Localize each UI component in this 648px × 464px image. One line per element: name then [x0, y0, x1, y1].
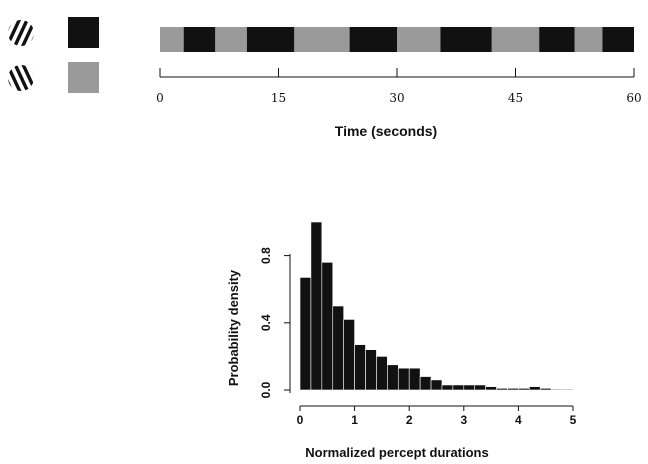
timeline-segment-gray: [160, 27, 184, 52]
histogram-bar: [529, 386, 541, 391]
histogram-bar: [397, 367, 410, 391]
histogram-bar: [321, 262, 334, 391]
histogram-x-tick-label: 0: [297, 413, 304, 427]
histogram-bar: [485, 386, 497, 391]
histogram-bar: [419, 376, 432, 391]
right-tilted-stripes-grating-icon: [8, 65, 34, 91]
timeline-segment-dark: [349, 27, 397, 52]
legend-swatch-gray: [68, 62, 99, 93]
timeline-segment-gray: [294, 27, 350, 52]
histogram-bar: [474, 384, 486, 391]
histogram-y-tick-label: 0.0: [259, 381, 273, 398]
histogram-bar: [310, 221, 323, 391]
histogram-x-tick-label: 4: [515, 413, 522, 427]
timeline-segment-gray: [574, 27, 603, 52]
histogram-bar: [343, 319, 355, 391]
histogram-y-tick-label: 0.4: [259, 314, 273, 331]
histogram-bar: [299, 277, 312, 391]
histogram-bar: [354, 344, 366, 391]
timeline-tick-label: 60: [626, 91, 641, 105]
timeline-tick-label: 30: [389, 91, 404, 105]
timeline-segment-dark: [183, 27, 216, 52]
timeline-segments: [160, 27, 634, 52]
histogram-y-label: Probability density: [226, 269, 241, 386]
histogram-bar: [496, 388, 508, 391]
legend-swatch-dark: [68, 17, 99, 48]
legend: [8, 17, 99, 93]
histogram-bars: [299, 221, 574, 391]
histogram-bar: [365, 349, 377, 391]
histogram-bar: [539, 388, 552, 391]
timeline-segment-dark: [440, 27, 492, 52]
histogram-y-ticks: 0.0 0.4 0.8: [259, 247, 290, 398]
timeline-segment-dark: [539, 27, 575, 52]
histogram-bar: [376, 356, 388, 391]
histogram-bar: [463, 384, 476, 391]
histogram-bar: [332, 305, 344, 391]
histogram-x-tick-label: 3: [460, 413, 467, 427]
timeline-tick-label: 15: [271, 91, 286, 105]
histogram-bar: [408, 367, 421, 391]
timeline-x-label: Time (seconds): [335, 123, 437, 139]
timeline-tick-labels: 0 15 30 45 60: [156, 91, 641, 105]
histogram-bar: [518, 388, 530, 391]
timeline-segment-gray: [397, 27, 441, 52]
timeline-chart: 0 15 30 45 60 Time (seconds): [156, 27, 642, 139]
histogram-x-tick-label: 2: [406, 413, 413, 427]
histogram-bar: [550, 388, 563, 391]
histogram-bar: [387, 364, 399, 391]
timeline-segment-gray: [491, 27, 540, 52]
histogram-bar: [430, 379, 443, 391]
timeline-tick-label: 45: [508, 91, 523, 105]
histogram-bar: [441, 384, 454, 391]
histogram-x-label: Normalized percept durations: [305, 445, 488, 460]
timeline-segment-gray: [215, 27, 247, 52]
timeline-tick-label: 0: [156, 91, 164, 105]
histogram-y-tick-label: 0.8: [259, 247, 273, 264]
left-tilted-stripes-grating-icon: [8, 20, 34, 46]
histogram-bar: [452, 384, 465, 391]
histogram-bar: [561, 388, 574, 391]
histogram-x-tick-label: 1: [351, 413, 358, 427]
timeline-ticks: [159, 68, 635, 77]
histogram-chart: 0 1 2 3 4 5 0.0 0.4 0.8 Probability density Nor…: [226, 221, 577, 460]
histogram-x-ticks: 0 1 2 3 4 5: [297, 406, 577, 427]
timeline-segment-dark: [602, 27, 634, 52]
histogram-x-tick-label: 5: [570, 413, 577, 427]
timeline-segment-dark: [246, 27, 295, 52]
histogram-bar: [507, 388, 519, 391]
